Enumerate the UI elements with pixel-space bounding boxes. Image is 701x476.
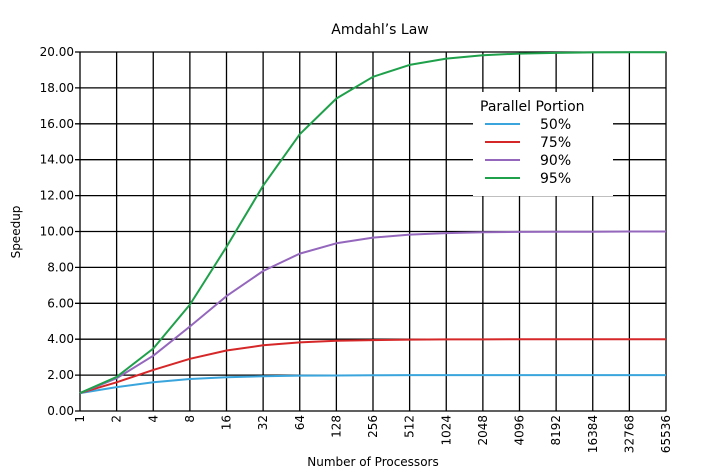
x-axis-title: Number of Processors: [307, 455, 438, 469]
series-line-50-percent: [79, 374, 666, 395]
x-tick-label: 2: [110, 415, 124, 423]
x-tick-label: 32768: [622, 415, 636, 453]
x-tick-label: 2048: [476, 415, 490, 446]
y-tick-label: 4.00: [47, 332, 74, 346]
series-line-75-percent: [79, 338, 666, 395]
x-tick-label: 4096: [513, 415, 527, 446]
y-tick-label: 16.00: [40, 117, 74, 131]
y-tick-label: 12.00: [40, 189, 74, 203]
y-tick-label: 6.00: [47, 296, 74, 310]
legend-entry: 50%: [540, 117, 571, 133]
x-tick-label: 4: [146, 415, 160, 423]
y-tick-label: 18.00: [40, 81, 74, 95]
x-tick-label: 256: [366, 415, 380, 438]
y-tick-label: 14.00: [40, 153, 74, 167]
series-lines: [79, 51, 666, 395]
legend-entry: 95%: [540, 171, 571, 187]
legend: Parallel Portion 50% 75% 90% 95%: [473, 92, 613, 196]
x-tick-label: 8192: [549, 415, 563, 446]
x-tick-label: 32: [256, 415, 270, 430]
y-tick-label: 10.00: [40, 225, 74, 239]
legend-entry: 90%: [540, 153, 571, 169]
y-tick-label: 0.00: [47, 404, 74, 418]
y-tick-label: 8.00: [47, 260, 74, 274]
y-tick-label: 2.00: [47, 368, 74, 382]
x-tick-label: 128: [329, 415, 343, 438]
x-tick-label: 512: [403, 415, 417, 438]
x-axis-tick-labels: 1 2 4 8 16 32 64 128 256 512 1024 2048 4096 8192 16384…: [73, 415, 673, 453]
y-axis-tick-labels: 0.00 2.00 4.00 6.00 8.00 10.00 12.00 14.00 16.00…: [40, 45, 74, 418]
chart-title: Amdahl’s Law: [331, 22, 428, 38]
legend-entry: 75%: [540, 135, 571, 151]
y-tick-label: 20.00: [40, 45, 74, 59]
series-line-95-percent: [79, 51, 666, 395]
x-tick-label: 16384: [586, 415, 600, 453]
series-line-90-percent: [79, 230, 666, 395]
x-tick-label: 1024: [439, 415, 453, 446]
legend-items: 50% 75% 90% 95%: [485, 117, 571, 187]
x-tick-label: 65536: [659, 415, 673, 453]
x-tick-label: 16: [220, 415, 234, 430]
x-tick-label: 64: [293, 415, 307, 430]
y-axis-title: Speedup: [9, 206, 23, 259]
legend-title: Parallel Portion: [480, 99, 585, 115]
x-tick-label: 8: [183, 415, 197, 423]
x-tick-label: 1: [73, 415, 87, 423]
